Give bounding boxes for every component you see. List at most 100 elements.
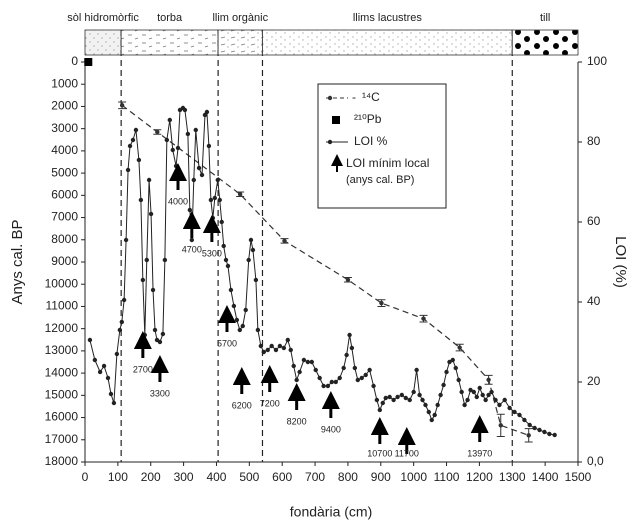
x-tick-label: 500 bbox=[239, 470, 259, 484]
annotation-label: 6200 bbox=[232, 400, 252, 410]
annotation-label: 10700 bbox=[367, 448, 392, 458]
point bbox=[450, 357, 455, 363]
point bbox=[486, 392, 491, 398]
point bbox=[269, 343, 274, 349]
legend-label: LOI % bbox=[354, 134, 388, 148]
point bbox=[217, 197, 222, 203]
point bbox=[187, 207, 193, 213]
point bbox=[164, 137, 170, 143]
point bbox=[371, 383, 376, 389]
unit-band bbox=[120, 29, 219, 56]
point bbox=[441, 382, 446, 388]
point bbox=[142, 332, 148, 338]
point bbox=[352, 365, 358, 371]
y-tick-label: 4000 bbox=[51, 143, 78, 157]
point bbox=[417, 392, 422, 398]
annotation-label: 5700 bbox=[217, 338, 237, 348]
point bbox=[459, 389, 464, 395]
point bbox=[517, 412, 522, 418]
y2-tick-label: 100 bbox=[587, 54, 607, 68]
x-tick-label: 1500 bbox=[565, 470, 592, 484]
point bbox=[329, 379, 335, 385]
point bbox=[282, 238, 287, 244]
point bbox=[313, 367, 318, 373]
point bbox=[196, 165, 202, 171]
point bbox=[167, 117, 172, 123]
point bbox=[438, 392, 443, 398]
y2-tick-label: 0,0 bbox=[587, 454, 604, 468]
point bbox=[347, 332, 352, 338]
annotation-label: 4700 bbox=[182, 244, 202, 254]
point bbox=[493, 397, 498, 403]
legend-label: LOI mínim local bbox=[346, 156, 429, 170]
point bbox=[246, 257, 251, 263]
point bbox=[240, 323, 245, 329]
point bbox=[97, 369, 103, 375]
point bbox=[325, 383, 331, 389]
point bbox=[305, 359, 311, 365]
point bbox=[155, 129, 160, 135]
y-tick-label: 9000 bbox=[51, 254, 78, 268]
annotation-label: 9400 bbox=[321, 424, 341, 434]
point bbox=[399, 392, 405, 398]
x-tick-label: 200 bbox=[141, 470, 161, 484]
point bbox=[208, 197, 214, 203]
point bbox=[301, 357, 307, 363]
legend-symbol bbox=[332, 116, 340, 124]
y-tick-label: 18000 bbox=[45, 454, 79, 468]
point bbox=[273, 347, 279, 353]
point bbox=[429, 417, 434, 423]
x-tick-label: 1200 bbox=[466, 470, 493, 484]
y-tick-label: 5000 bbox=[51, 165, 78, 179]
point bbox=[391, 397, 396, 403]
point bbox=[453, 365, 458, 371]
point bbox=[223, 257, 229, 263]
unit-label: torba bbox=[157, 12, 183, 24]
x-tick-label: 700 bbox=[305, 470, 325, 484]
point bbox=[444, 369, 449, 375]
y-tick-label: 7000 bbox=[51, 210, 78, 224]
legend-symbol bbox=[327, 95, 333, 101]
x-tick-label: 400 bbox=[206, 470, 226, 484]
point bbox=[185, 131, 191, 137]
point bbox=[160, 331, 166, 337]
annotation-label: 8200 bbox=[287, 416, 307, 426]
point bbox=[349, 345, 355, 351]
point bbox=[152, 327, 158, 333]
point bbox=[127, 143, 133, 149]
legend-box bbox=[317, 83, 447, 209]
point bbox=[253, 277, 259, 283]
x-tick-label: 800 bbox=[338, 470, 358, 484]
y-tick-label: 10000 bbox=[45, 276, 79, 290]
y-tick-label: 8000 bbox=[51, 232, 78, 246]
point bbox=[101, 363, 107, 369]
y-tick-label: 11000 bbox=[46, 299, 79, 313]
x-tick-label: 900 bbox=[371, 470, 391, 484]
point bbox=[297, 369, 302, 375]
y2-tick-label: 40 bbox=[587, 294, 601, 308]
point bbox=[456, 377, 461, 383]
point bbox=[465, 397, 470, 403]
y-tick-label: 1000 bbox=[51, 76, 78, 90]
point bbox=[125, 167, 131, 173]
y-tick-label: 13000 bbox=[45, 343, 79, 357]
point bbox=[377, 407, 383, 413]
unit-band bbox=[262, 29, 513, 56]
point bbox=[345, 277, 351, 282]
point bbox=[374, 397, 380, 403]
point bbox=[420, 397, 425, 403]
y-tick-label: 6000 bbox=[51, 188, 78, 202]
point bbox=[204, 109, 210, 115]
point bbox=[148, 211, 154, 217]
point bbox=[228, 287, 234, 293]
point bbox=[170, 147, 175, 153]
point bbox=[426, 409, 431, 415]
point bbox=[237, 327, 243, 333]
unit-label: till bbox=[540, 12, 550, 24]
x-tick-label: 1000 bbox=[400, 470, 427, 484]
point bbox=[193, 127, 198, 133]
point bbox=[552, 432, 557, 438]
x-axis-title: fondària (cm) bbox=[290, 504, 372, 520]
point bbox=[258, 343, 264, 349]
